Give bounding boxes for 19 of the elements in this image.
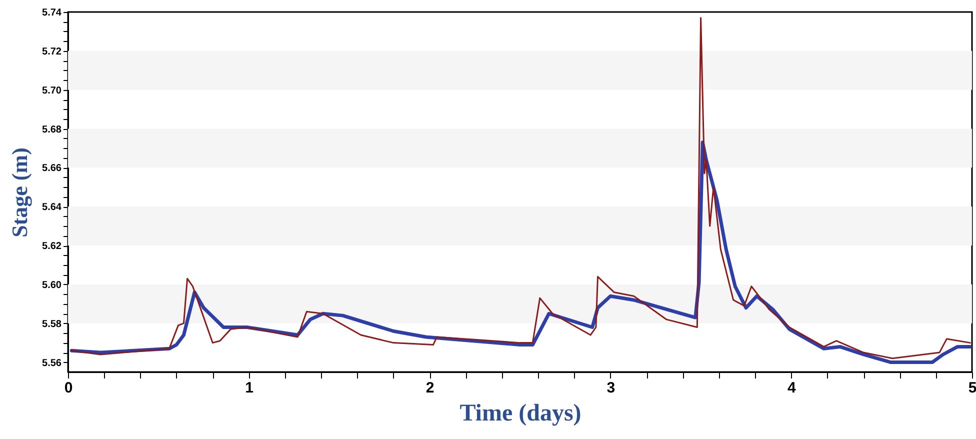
y-tick-label: 5.68: [42, 124, 62, 136]
y-tick-label: 5.60: [42, 280, 62, 291]
y-tick-label: 5.74: [42, 8, 62, 18]
y-tick-label: 5.64: [42, 202, 62, 214]
x-tick-label: 5: [968, 380, 976, 396]
y-tick-label: 5.56: [42, 358, 62, 369]
x-tick-label: 1: [245, 380, 254, 396]
line-series: [70, 17, 971, 360]
y-tick-label: 5.70: [42, 85, 62, 96]
x-tick-label: 3: [606, 380, 616, 396]
y-tick-label: 5.72: [42, 46, 62, 58]
y-axis-title: Stage (m): [7, 148, 32, 238]
x-tick-label: 2: [426, 380, 434, 396]
x-tick-label: 0: [64, 380, 73, 396]
x-axis-title: Time (days): [460, 400, 582, 426]
y-tick-label: 5.58: [42, 318, 62, 330]
y-tick-label: 5.62: [42, 241, 62, 252]
x-tick-label: 4: [788, 380, 797, 396]
y-tick-label: 5.66: [42, 163, 62, 174]
